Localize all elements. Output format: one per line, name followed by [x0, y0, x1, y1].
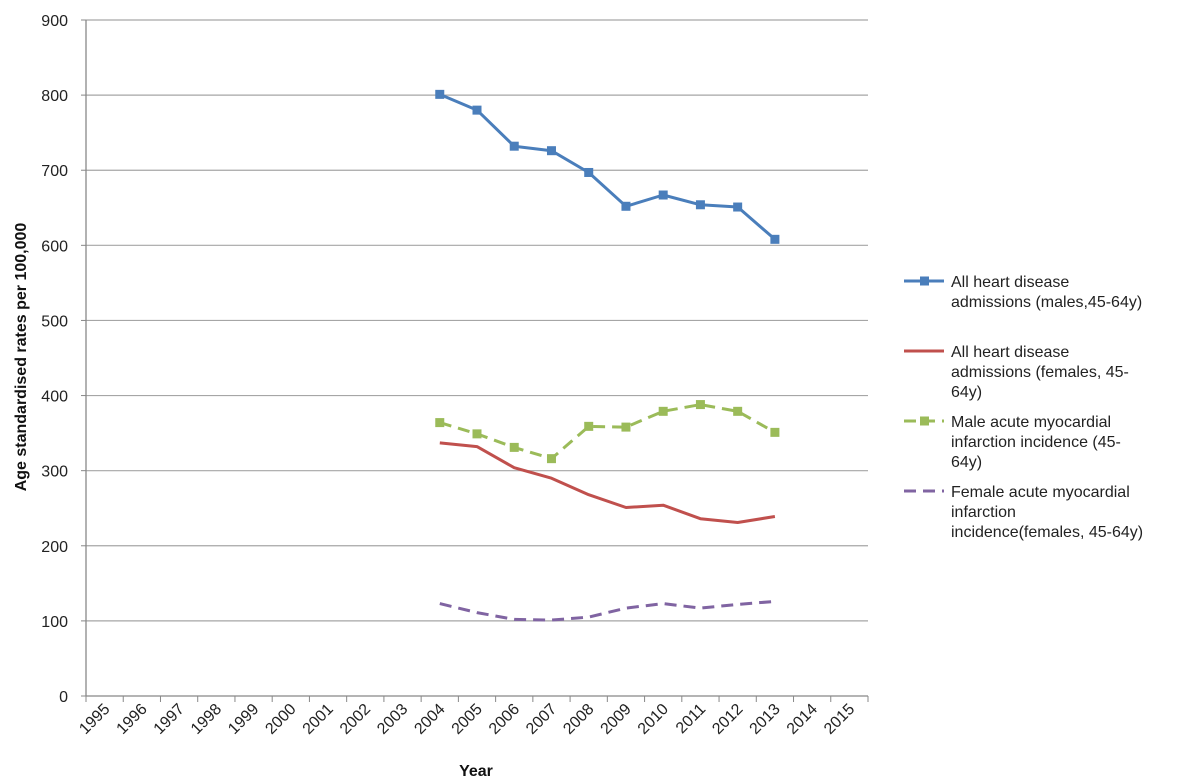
data-point — [472, 429, 482, 439]
x-tick-label: 2001 — [300, 701, 337, 738]
y-tick-label: 900 — [41, 13, 68, 30]
x-tick-label: 2008 — [560, 701, 597, 738]
y-tick-label: 0 — [59, 689, 68, 706]
legend-label: incidence(females, 45-64y) — [951, 524, 1143, 541]
y-tick-label: 700 — [41, 163, 68, 180]
data-point — [546, 146, 556, 156]
y-tick-label: 100 — [41, 614, 68, 631]
x-tick-label: 1999 — [225, 701, 262, 738]
data-point — [621, 422, 631, 432]
x-tick-label: 2006 — [486, 701, 523, 738]
data-point — [733, 202, 743, 212]
legend-label: Female acute myocardial — [951, 484, 1130, 501]
x-axis-title: Year — [459, 763, 493, 780]
series-line — [439, 441, 776, 524]
legend-label: All heart disease — [951, 274, 1069, 291]
legend-label: Male acute myocardial — [951, 414, 1111, 431]
legend-marker — [920, 416, 929, 426]
y-axis-title: Age standardised rates per 100,000 — [13, 223, 30, 492]
data-point — [770, 427, 780, 437]
data-point — [695, 200, 705, 210]
axes — [81, 19, 869, 702]
legend-label: All heart disease — [951, 344, 1069, 361]
legend-label: admissions (males,45-64y) — [951, 294, 1142, 311]
x-tick-label: 2012 — [709, 701, 746, 738]
data-point — [621, 201, 631, 211]
x-tick-label: 2014 — [784, 701, 821, 738]
x-tick-label: 2004 — [411, 701, 448, 738]
data-point — [435, 418, 445, 428]
data-point — [770, 234, 780, 244]
data-point — [584, 421, 594, 431]
legend-marker — [920, 276, 929, 286]
x-tick-label: 1997 — [151, 701, 188, 738]
data-point — [658, 406, 668, 416]
legend-label: admissions (females, 45- — [951, 364, 1129, 381]
legend-label: infarction — [951, 504, 1016, 521]
y-tick-label: 200 — [41, 539, 68, 556]
y-tick-label: 400 — [41, 389, 68, 406]
x-tick-label: 2013 — [747, 701, 784, 738]
y-tick-labels: 0 100 200 300 400 500 600 700 800 900 — [41, 13, 68, 706]
series-lines — [435, 89, 780, 622]
series-line — [439, 93, 776, 241]
data-point — [733, 406, 743, 416]
data-point — [472, 105, 482, 115]
data-point — [509, 141, 519, 151]
data-point — [584, 167, 594, 177]
x-tick-label: 1995 — [76, 701, 113, 738]
data-point — [658, 190, 668, 200]
legend: All heart disease admissions (males,45-64… — [904, 274, 1143, 541]
data-point — [695, 400, 705, 410]
data-point — [546, 454, 556, 464]
gridlines — [86, 19, 868, 622]
data-point — [435, 89, 445, 99]
legend-label: 64y) — [951, 454, 982, 471]
x-tick-label: 2010 — [635, 701, 672, 738]
x-tick-label: 2011 — [673, 701, 709, 737]
x-tick-labels: 1995 1996 1997 1998 1999 2000 2001 2002 2003 2004… — [76, 701, 858, 738]
x-tick-label: 2000 — [262, 701, 299, 738]
series-line — [439, 599, 776, 622]
x-tick-label: 2003 — [374, 701, 411, 738]
series-line — [439, 403, 776, 461]
x-tick-label: 1996 — [113, 701, 150, 738]
x-tick-label: 2015 — [821, 701, 858, 738]
x-tick-label: 2007 — [523, 701, 560, 738]
legend-label: 64y) — [951, 384, 982, 401]
x-tick-label: 1998 — [188, 701, 225, 738]
x-tick-label: 2002 — [337, 701, 374, 738]
y-tick-label: 600 — [41, 238, 68, 255]
y-tick-label: 300 — [41, 464, 68, 481]
legend-label: infarction incidence (45- — [951, 434, 1121, 451]
x-tick-label: 2005 — [449, 701, 486, 738]
x-tick-label: 2009 — [598, 701, 635, 738]
y-tick-label: 500 — [41, 313, 68, 330]
data-point — [509, 442, 519, 452]
y-tick-label: 800 — [41, 88, 68, 105]
